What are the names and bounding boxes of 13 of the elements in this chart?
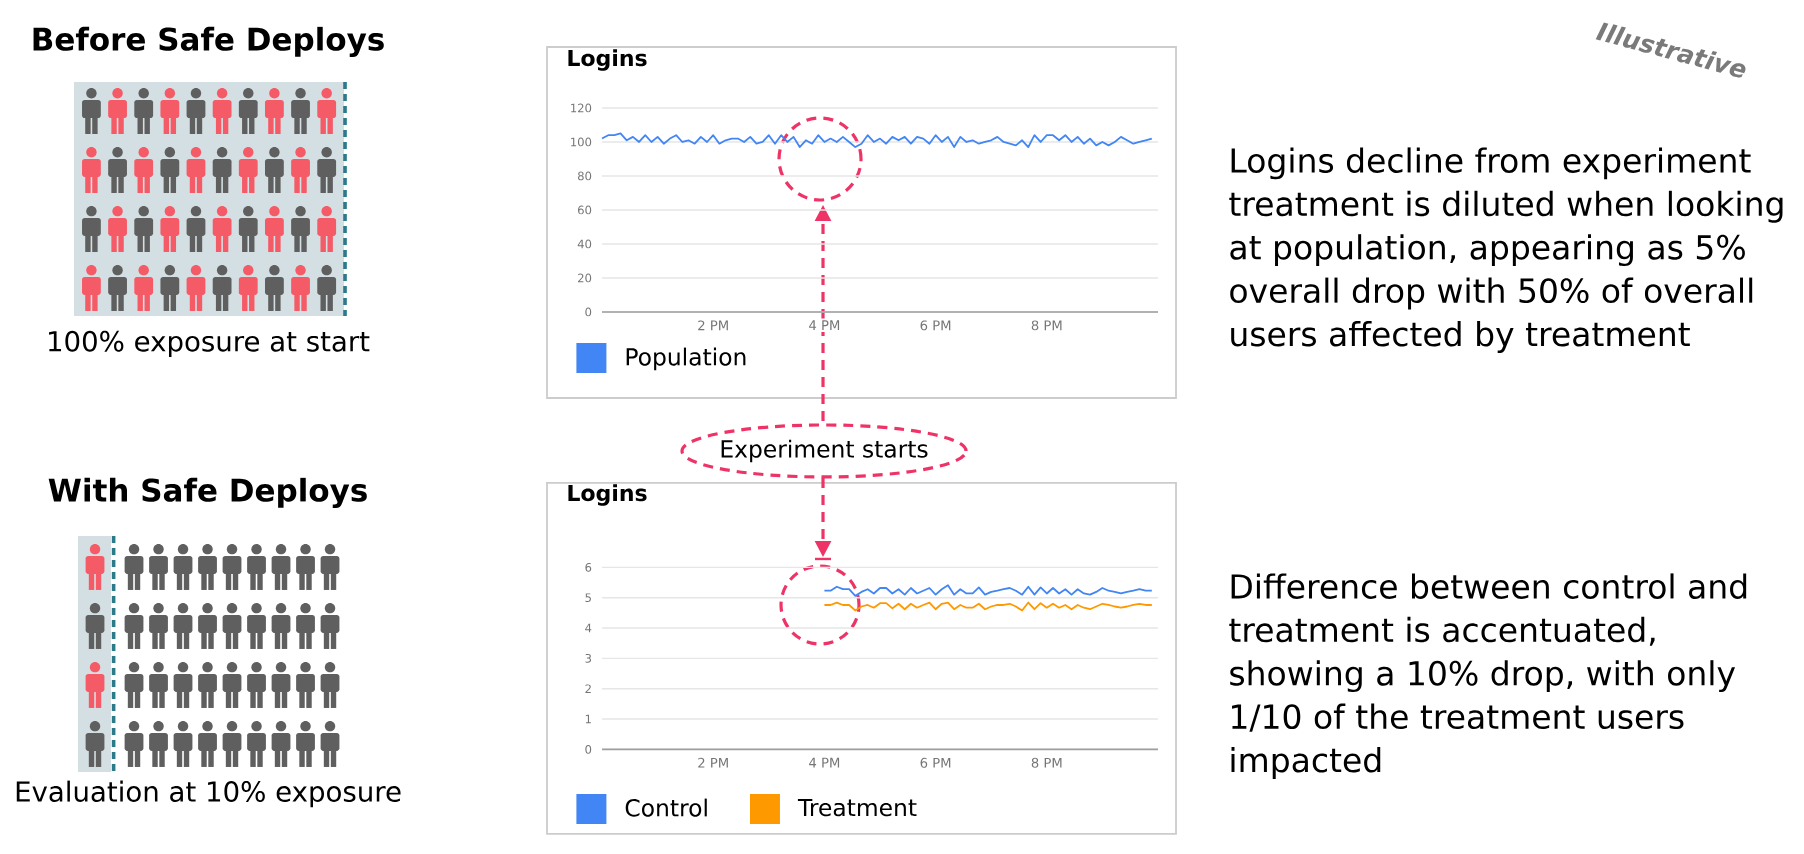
text: Logins decline from experiment treatment is diluted when looking at population, appearing as 5% overall drop with 50% of overall users affected by treatment	[1229, 147, 1783, 353]
legend-label: Treatment	[797, 798, 917, 817]
text: Difference between control and treatment is accentuated, showing a 10% drop, with only 1/10 of the treatment users impacted	[1229, 573, 1747, 779]
text: Before Safe Deploys	[33, 26, 384, 58]
text: Evaluation at 10% exposure	[16, 780, 401, 808]
chart-title: Logins	[568, 484, 647, 506]
text: 100% exposure at start	[49, 330, 370, 358]
text: Experiment starts	[721, 439, 928, 463]
legend-label: Population	[626, 347, 746, 371]
legend-label: Control	[625, 798, 707, 817]
text: With Safe Deploys	[48, 477, 367, 509]
line-series	[601, 132, 1153, 148]
chart-title: Logins	[568, 49, 647, 71]
